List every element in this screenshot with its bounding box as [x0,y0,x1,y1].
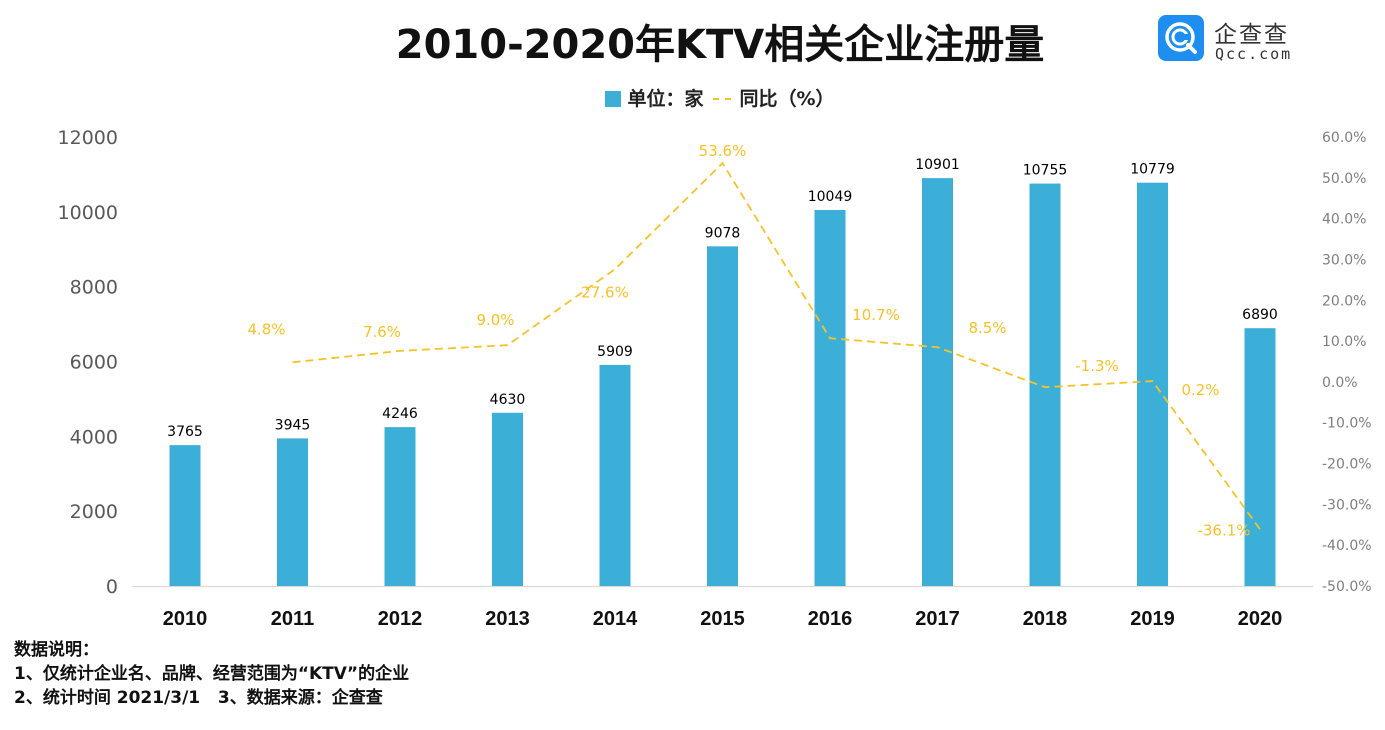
yoy-value-label: 7.6% [363,323,401,341]
left-axis-tick-label: 8000 [70,277,118,299]
left-axis-tick-label: 0 [106,576,118,598]
x-axis-tick-label: 2015 [700,608,745,630]
bar-series [169,178,1276,587]
bar-2013 [492,412,523,586]
bar-2010 [169,445,201,586]
yoy-value-label: 53.6% [699,142,747,160]
yoy-value-label: 0.2% [1181,381,1219,399]
bar-value-label: 4630 [490,392,526,408]
yoy-value-label: 8.5% [968,319,1006,337]
left-axis-tick-label: 10000 [58,202,118,224]
right-axis-tick-label: -10.0% [1322,416,1372,432]
bar-2012 [384,427,416,586]
yoy-value-label: 4.8% [247,320,285,338]
right-axis-tick-label: -40.0% [1322,538,1372,554]
x-axis-tick-label: 2012 [378,608,423,630]
left-axis-tick-label: 4000 [70,426,118,448]
qcc-magnifier-logo-icon [1158,15,1204,61]
yoy-line [292,161,1261,530]
bar-2017 [922,178,953,586]
bar-2016 [814,209,846,586]
logo-name-cn: 企查查 [1214,22,1289,48]
right-axis-tick-label: 0.0% [1322,375,1358,391]
right-axis-tick-label: -20.0% [1322,457,1372,473]
legend-bar-label: 单位：家 [627,88,704,110]
bar-value-label: 4246 [382,406,418,422]
chart-legend: 单位：家 同比（%） [0,84,1385,111]
x-axis-tick-label: 2018 [1023,608,1068,630]
x-axis-tick-label: 2011 [271,608,314,630]
right-axis-tick-label: 40.0% [1322,212,1366,228]
yoy-value-label: 10.7% [852,306,900,324]
legend-bar-swatch [605,91,622,107]
x-axis-tick-label: 2016 [808,608,853,630]
bar-data-labels: 3765 3945 4246 4630 5909 9078 10049 10901 10755 1… [167,157,1278,440]
yoy-value-label: -36.1% [1197,521,1250,539]
legend-line-swatch [713,98,732,100]
left-axis: 0 2000 4000 6000 8000 10000 12000 [58,127,118,598]
x-axis-tick-label: 2017 [915,608,960,630]
bar-2014 [599,364,631,586]
bar-2020 [1244,328,1276,586]
bar-value-label: 5909 [597,344,633,360]
notes-line-2: 2、统计时间 2021/3/1 3、数据来源：企查查 [14,688,383,708]
bar-value-label: 10049 [808,189,853,205]
x-axis-tick-label: 2020 [1238,608,1283,630]
yoy-value-label: -1.3% [1075,357,1119,375]
x-axis-tick-label: 2013 [485,608,530,630]
right-axis-tick-label: 60.0% [1322,130,1366,146]
x-axis: 2010 2011 2012 2013 2014 2015 2016 2017 2018 2019… [163,608,1283,630]
right-axis-tick-label: 30.0% [1322,252,1366,268]
bar-2015 [707,246,738,587]
bar-2018 [1029,183,1061,587]
right-axis: 60.0% 50.0% 40.0% 30.0% 20.0% 10.0% 0.0% -10.0%… [1322,130,1372,595]
x-axis-tick-label: 2010 [163,608,208,630]
notes-heading: 数据说明： [14,640,99,660]
line-data-labels: 4.8% 7.6% 9.0% 27.6% 53.6% 10.7% 8.5% -1.3% 0.2%… [247,142,1250,539]
bar-value-label: 3765 [167,424,203,440]
data-notes: 数据说明： 1、仅统计企业名、品牌、经营范围为“KTV”的企业 2、统计时间 2… [14,638,409,710]
right-axis-tick-label: 20.0% [1322,293,1366,309]
logo-name-en: Qcc.com [1215,45,1293,63]
right-axis-tick-label: -30.0% [1322,497,1372,513]
bar-value-label: 10755 [1023,163,1068,179]
bar-value-label: 10779 [1130,162,1175,178]
right-axis-tick-label: -50.0% [1322,579,1372,595]
left-axis-tick-label: 12000 [58,127,118,149]
right-axis-tick-label: 10.0% [1322,334,1366,350]
legend-line-label: 同比（%） [739,88,835,110]
x-axis-tick-label: 2014 [593,608,638,630]
chart-title: 2010-2020年KTV相关企业注册量 [395,22,1045,68]
yoy-value-label: 27.6% [581,283,629,301]
line-series [292,161,1261,530]
left-axis-tick-label: 2000 [70,501,118,523]
qcc-logo: 企查查 Qcc.com [1158,15,1308,63]
x-axis-tick-label: 2019 [1130,608,1175,630]
bar-2019 [1137,182,1168,587]
bar-value-label: 9078 [705,225,741,241]
right-axis-tick-label: 50.0% [1322,171,1366,187]
yoy-value-label: 9.0% [476,311,514,329]
bar-value-label: 3945 [275,417,311,433]
bar-value-label: 10901 [915,157,960,173]
bar-value-label: 6890 [1242,307,1278,323]
left-axis-tick-label: 6000 [70,352,118,374]
notes-line-1: 1、仅统计企业名、品牌、经营范围为“KTV”的企业 [14,664,410,684]
bar-2011 [277,438,308,586]
